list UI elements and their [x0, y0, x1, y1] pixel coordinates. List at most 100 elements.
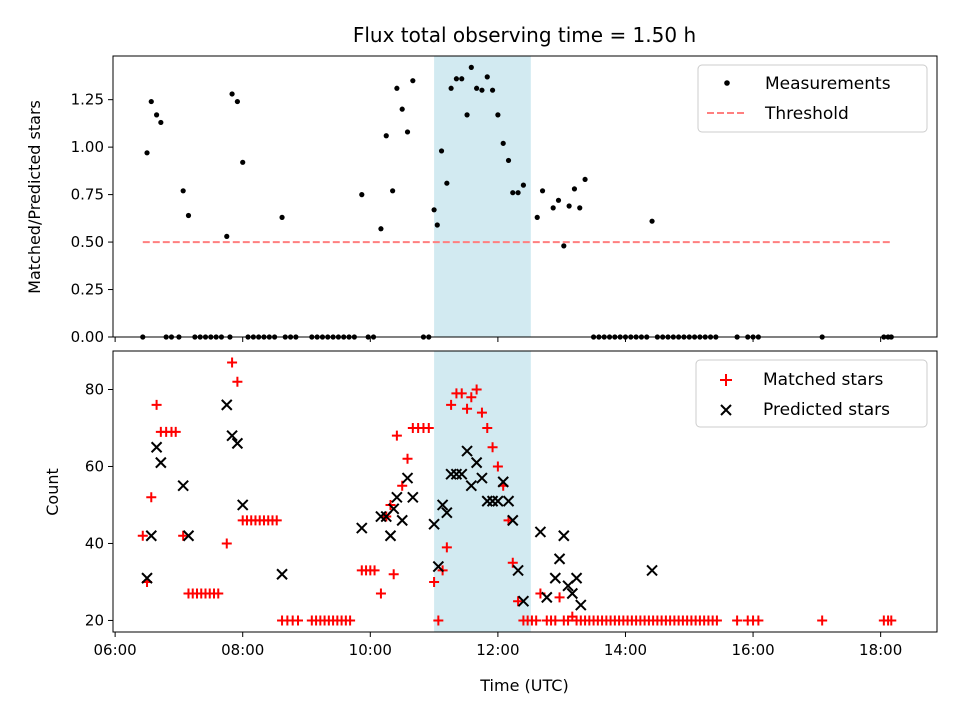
measurements-point	[555, 197, 562, 203]
bottom-y-tick-label: 20	[85, 611, 104, 629]
measurements-point	[649, 218, 655, 224]
predicted-stars-point	[502, 495, 515, 507]
matched-stars-point	[388, 569, 399, 580]
predicted-stars-point	[396, 514, 408, 527]
measurements-point	[510, 190, 516, 196]
measurements-point	[359, 192, 365, 198]
x-tick-label: 18:00	[859, 641, 902, 659]
matched-stars-point	[817, 615, 828, 626]
bottom-legend-box	[695, 359, 928, 428]
predicted-stars-point	[182, 530, 195, 542]
measurements-point	[144, 150, 150, 156]
measurements-point	[468, 64, 474, 70]
bottom-y-ticks: 20 40 60 80	[85, 380, 113, 629]
bottom-axes-frame	[112, 350, 938, 633]
predicted-stars-point	[407, 491, 419, 503]
matched-stars-point	[433, 615, 444, 626]
bottom-y-tick-label: 40	[85, 534, 104, 552]
legend-threshold-label: Threshold	[764, 104, 849, 124]
measurements-point	[464, 112, 470, 118]
measurements-point	[550, 205, 556, 211]
matched-stars-point	[369, 565, 380, 576]
measurements-point	[539, 188, 546, 194]
measurements-point	[394, 85, 400, 91]
bottom-legend: Matched stars Predicted stars	[695, 359, 928, 428]
top-legend-box	[697, 64, 928, 133]
predicted-stars-point	[384, 530, 397, 542]
measurements-point	[448, 85, 454, 91]
measurements-point	[489, 87, 496, 93]
matched-stars-point	[391, 430, 402, 441]
predicted-stars-point	[226, 429, 238, 442]
measurements-point	[383, 133, 389, 139]
measurements-point	[459, 76, 465, 82]
matched-stars-point	[402, 453, 413, 464]
top-highlight-band	[434, 56, 531, 337]
matched-stars-point	[213, 588, 224, 599]
predicted-stars-point	[401, 472, 414, 484]
predicted-stars-point	[566, 587, 579, 600]
measurements-point	[561, 243, 567, 249]
bottom-panel: 20 40 60 80 06:00 08:00 10:00 12:00 14:00 16:00 1…	[43, 350, 938, 695]
measurements-point	[438, 148, 445, 154]
measurements-point	[453, 76, 460, 82]
measurements-point	[484, 74, 490, 80]
measurements-point	[520, 182, 527, 188]
predicted-stars-point	[141, 572, 153, 584]
predicted-stars-point	[177, 480, 189, 492]
top-y-tick-label: 0.75	[71, 186, 104, 204]
measurements-point	[474, 85, 480, 91]
matched-stars-point	[462, 403, 473, 414]
measurements-point	[495, 112, 501, 118]
measurements-point	[378, 226, 384, 232]
figure-title: Flux total observing time = 1.50 h	[353, 23, 696, 47]
predicted-stars-point	[497, 476, 509, 488]
matched-stars-point	[429, 576, 440, 587]
measurements-point	[404, 129, 411, 135]
predicted-stars-point	[221, 399, 233, 411]
legend-matched-label: Matched stars	[763, 370, 883, 390]
matched-stars-point	[886, 615, 897, 626]
predicted-stars-point	[507, 514, 519, 527]
legend-predicted-label: Predicted stars	[763, 400, 890, 420]
x-tick-label: 16:00	[731, 641, 774, 659]
matched-stars-point	[446, 399, 457, 410]
top-y-tick-label: 0.50	[71, 233, 104, 251]
measurements-point	[234, 98, 240, 105]
x-tick-label: 10:00	[349, 641, 392, 659]
matched-stars-point	[345, 615, 356, 626]
predicted-stars-point	[476, 472, 488, 484]
top-y-tick-label: 0.00	[71, 328, 104, 346]
measurements-point	[479, 87, 485, 93]
predicted-stars-point	[432, 560, 445, 573]
predicted-stars-point	[356, 522, 368, 534]
measurements-point	[434, 222, 440, 228]
predicted-stars-point	[541, 591, 553, 604]
measurements-point	[399, 106, 405, 112]
measurements-point	[515, 190, 521, 196]
top-y-tick-label: 1.25	[71, 91, 104, 109]
top-y-ticks: 0.00 0.25 0.50 0.75 1.00 1.25	[71, 91, 113, 346]
legend-measurements-label: Measurements	[765, 74, 891, 94]
measurements-point	[444, 180, 450, 186]
matched-stars-point	[732, 615, 743, 626]
x-tick-label: 08:00	[221, 641, 264, 659]
predicted-stars-point	[646, 564, 658, 577]
bottom-y-axis-label: Count	[43, 468, 62, 516]
predicted-stars-point	[276, 568, 288, 580]
measurements-point	[505, 157, 512, 164]
bottom-plot-marks	[137, 357, 897, 626]
bottom-highlight-band	[434, 351, 531, 632]
matched-stars-point	[227, 357, 238, 368]
matched-stars-point	[471, 384, 482, 395]
top-y-axis-label: Matched/Predicted stars	[25, 100, 44, 294]
predicted-stars-point	[575, 599, 587, 611]
bottom-x-ticks: 06:00 08:00 10:00 12:00 14:00 16:00 18:00	[94, 632, 902, 659]
predicted-stars-point	[150, 441, 163, 453]
predicted-stars-point	[155, 456, 167, 469]
matched-stars-point	[753, 615, 764, 626]
predicted-stars-point	[492, 495, 504, 507]
matched-stars-point	[531, 615, 542, 626]
predicted-stars-point	[570, 572, 583, 584]
